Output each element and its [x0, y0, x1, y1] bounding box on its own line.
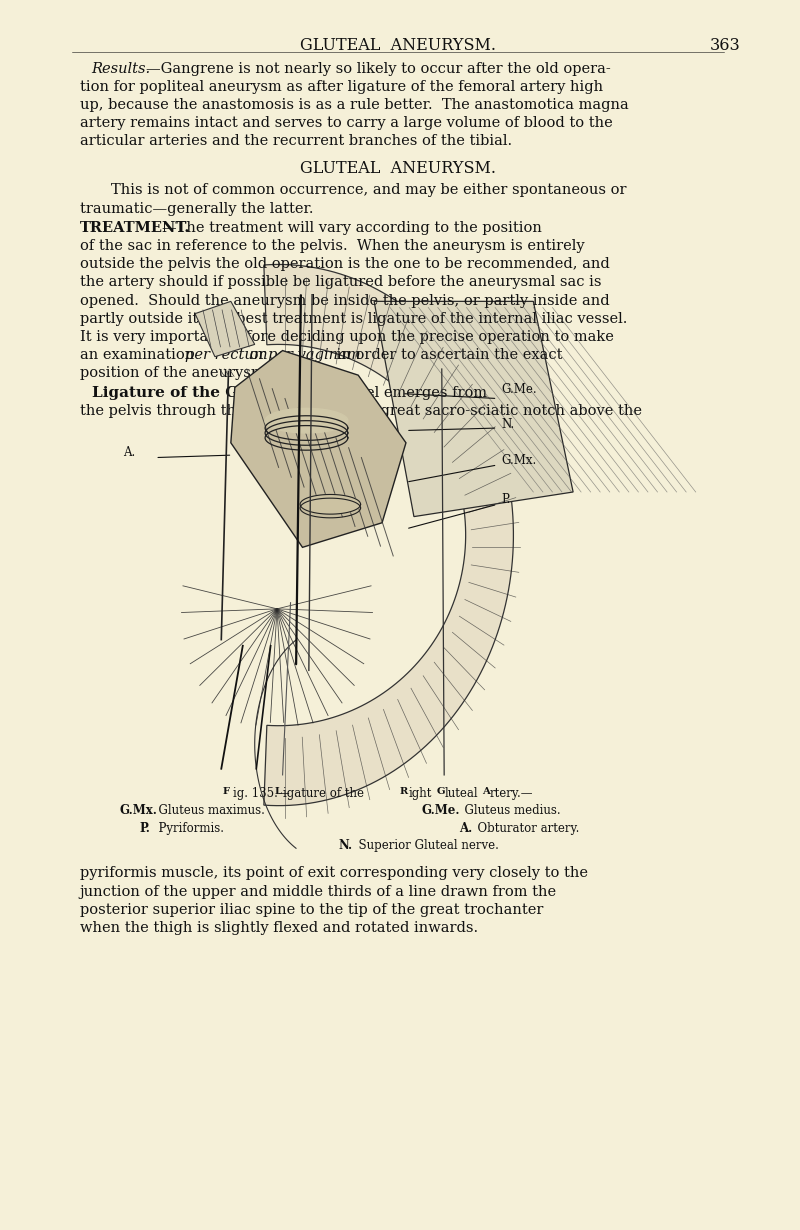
Polygon shape — [195, 301, 254, 357]
Text: This is not of common occurrence, and may be either spontaneous or: This is not of common occurrence, and ma… — [111, 183, 627, 198]
Text: G.Me.: G.Me. — [422, 804, 460, 818]
Text: rtery.—: rtery.— — [490, 787, 533, 801]
Text: R: R — [399, 787, 408, 796]
Text: —Gangrene is not nearly so likely to occur after the old opera-: —Gangrene is not nearly so likely to occ… — [146, 62, 610, 75]
Text: TREATMENT.: TREATMENT. — [79, 221, 190, 235]
Polygon shape — [374, 301, 573, 517]
Text: per rectum: per rectum — [185, 348, 267, 362]
Text: ig. 135.—: ig. 135.— — [234, 787, 290, 801]
Text: pyriformis muscle, its point of exit corresponding very closely to the: pyriformis muscle, its point of exit cor… — [79, 866, 587, 881]
Text: A.: A. — [459, 822, 473, 835]
Text: G.Me.: G.Me. — [502, 384, 537, 396]
Text: Pyriformis.: Pyriformis. — [151, 822, 224, 835]
Text: of the sac in reference to the pelvis.  When the aneurysm is entirely: of the sac in reference to the pelvis. W… — [79, 239, 584, 253]
Text: P.: P. — [502, 493, 510, 506]
Polygon shape — [265, 408, 348, 433]
Text: P.: P. — [139, 822, 150, 835]
Text: the pelvis through the upper part of the great sacro-sciatic notch above the: the pelvis through the upper part of the… — [79, 403, 642, 418]
Text: artery remains intact and serves to carry a large volume of blood to the: artery remains intact and serves to carr… — [79, 116, 612, 130]
Text: outside the pelvis the old operation is the one to be recommended, and: outside the pelvis the old operation is … — [79, 257, 610, 271]
Text: the artery should if possible be ligatured before the aneurysmal sac is: the artery should if possible be ligatur… — [79, 276, 601, 289]
Text: opened.  Should the aneurysm be inside the pelvis, or partly inside and: opened. Should the aneurysm be inside th… — [79, 294, 610, 308]
Text: or: or — [245, 348, 270, 362]
Text: F: F — [223, 787, 230, 796]
Text: N.: N. — [502, 418, 514, 430]
Polygon shape — [231, 351, 406, 547]
Text: when the thigh is slightly flexed and rotated inwards.: when the thigh is slightly flexed and ro… — [79, 921, 478, 935]
Text: G.Mx.: G.Mx. — [119, 804, 158, 818]
Text: —The treatment will vary according to the position: —The treatment will vary according to th… — [162, 221, 542, 235]
Text: GLUTEAL  ANEURYSM.: GLUTEAL ANEURYSM. — [300, 37, 496, 54]
Text: posterior superior iliac spine to the tip of the great trochanter: posterior superior iliac spine to the ti… — [79, 903, 543, 916]
Text: ight: ight — [408, 787, 432, 801]
Text: in order to ascertain the exact: in order to ascertain the exact — [332, 348, 562, 362]
Text: Obturator artery.: Obturator artery. — [470, 822, 579, 835]
Text: G: G — [436, 787, 445, 796]
Text: —This vessel emerges from: —This vessel emerges from — [282, 385, 486, 400]
Text: It is very important before deciding upon the precise operation to make: It is very important before deciding upo… — [79, 330, 614, 344]
Text: articular arteries and the recurrent branches of the tibial.: articular arteries and the recurrent bra… — [79, 134, 512, 149]
Text: N.: N. — [338, 839, 353, 852]
Text: an examination: an examination — [79, 348, 198, 362]
Text: up, because the anastomosis is as a rule better.  The anastomotica magna: up, because the anastomosis is as a rule… — [79, 98, 628, 112]
Text: junction of the upper and middle thirds of a line drawn from the: junction of the upper and middle thirds … — [79, 884, 557, 899]
Text: per vaginam: per vaginam — [268, 348, 361, 362]
Text: GLUTEAL  ANEURYSM.: GLUTEAL ANEURYSM. — [300, 160, 496, 177]
Text: Gluteus maximus.: Gluteus maximus. — [151, 804, 265, 818]
Text: Gluteus medius.: Gluteus medius. — [457, 804, 561, 818]
Text: position of the aneurysmal sac.: position of the aneurysmal sac. — [79, 367, 311, 380]
Polygon shape — [264, 264, 514, 806]
Text: L: L — [274, 787, 282, 796]
Text: 363: 363 — [710, 37, 740, 54]
Text: igature of the: igature of the — [283, 787, 364, 801]
Text: Superior Gluteal nerve.: Superior Gluteal nerve. — [351, 839, 499, 852]
Text: tion for popliteal aneurysm as after ligature of the femoral artery high: tion for popliteal aneurysm as after lig… — [79, 80, 602, 93]
Text: G.Mx.: G.Mx. — [502, 454, 537, 466]
Text: luteal: luteal — [445, 787, 478, 801]
Text: traumatic—generally the latter.: traumatic—generally the latter. — [79, 202, 313, 215]
Polygon shape — [300, 494, 361, 514]
Text: partly outside it, the best treatment is ligature of the internal iliac vessel.: partly outside it, the best treatment is… — [79, 312, 627, 326]
Text: A: A — [482, 787, 490, 796]
Text: A.: A. — [123, 446, 136, 459]
Text: Ligature of the Gluteal Artery.: Ligature of the Gluteal Artery. — [91, 385, 350, 400]
Text: Results.: Results. — [91, 62, 150, 75]
